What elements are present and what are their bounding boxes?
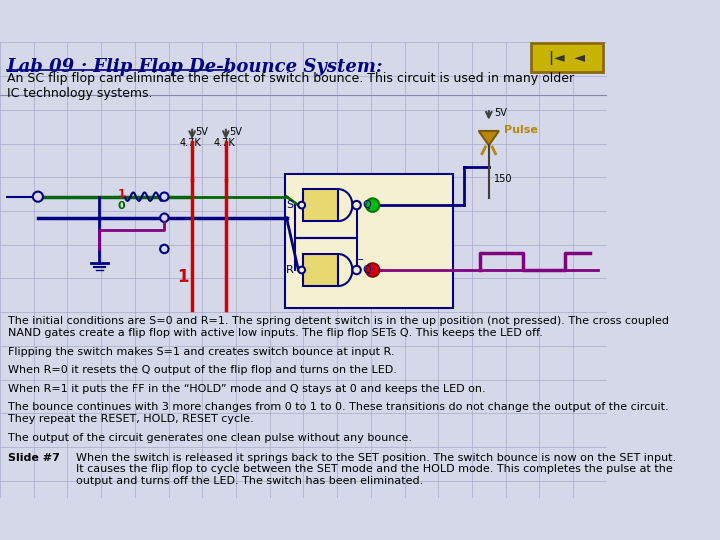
Text: An SC flip flop can eliminate the effect of switch bounce. This circuit is used : An SC flip flop can eliminate the effect…: [6, 72, 574, 100]
Text: 5V: 5V: [229, 127, 242, 137]
Text: Q: Q: [362, 265, 372, 275]
Circle shape: [366, 264, 379, 276]
Text: Pulse: Pulse: [504, 125, 538, 135]
Text: Lab 09 : Flip Flop De-bounce System:: Lab 09 : Flip Flop De-bounce System:: [6, 58, 383, 76]
FancyBboxPatch shape: [531, 43, 603, 72]
Text: R: R: [286, 265, 293, 275]
Text: When R=0 it resets the Q output of the flip flop and turns on the LED.: When R=0 it resets the Q output of the f…: [9, 365, 397, 375]
FancyBboxPatch shape: [303, 189, 338, 221]
Text: The initial conditions are S=0 and R=1. The spring detent switch is in the up po: The initial conditions are S=0 and R=1. …: [9, 316, 670, 338]
Text: 5V: 5V: [196, 127, 208, 137]
Circle shape: [160, 245, 168, 253]
Circle shape: [298, 267, 305, 273]
Text: 1: 1: [371, 264, 379, 276]
Text: S: S: [286, 200, 293, 210]
Text: 4.7K: 4.7K: [213, 138, 235, 147]
Text: 1: 1: [177, 268, 189, 286]
Text: When R=1 it puts the FF in the “HOLD” mode and Q stays at 0 and keeps the LED on: When R=1 it puts the FF in the “HOLD” mo…: [9, 384, 486, 394]
Text: When the switch is released it springs back to the SET position. The switch boun: When the switch is released it springs b…: [76, 453, 676, 486]
Text: Q: Q: [362, 200, 372, 210]
Text: The bounce continues with 3 more changes from 0 to 1 to 0. These transitions do : The bounce continues with 3 more changes…: [9, 402, 669, 424]
Text: 1: 1: [118, 189, 126, 199]
Text: 150: 150: [494, 174, 513, 184]
Circle shape: [298, 202, 305, 208]
Circle shape: [160, 213, 168, 222]
Text: Flipping the switch makes S=1 and creates switch bounce at input R.: Flipping the switch makes S=1 and create…: [9, 347, 395, 357]
Circle shape: [160, 192, 168, 201]
Text: 5V: 5V: [494, 108, 507, 118]
Circle shape: [352, 201, 361, 210]
Text: 4.7K: 4.7K: [179, 138, 202, 147]
Text: Slide #7: Slide #7: [9, 453, 60, 463]
Text: |◄  ◄: |◄ ◄: [549, 51, 585, 65]
Text: 0: 0: [118, 201, 125, 211]
Circle shape: [366, 198, 379, 212]
Circle shape: [352, 266, 361, 274]
FancyBboxPatch shape: [303, 254, 338, 286]
Text: The output of the circuit generates one clean pulse without any bounce.: The output of the circuit generates one …: [9, 433, 413, 443]
Polygon shape: [479, 131, 499, 145]
FancyBboxPatch shape: [285, 174, 453, 308]
Circle shape: [33, 192, 43, 202]
